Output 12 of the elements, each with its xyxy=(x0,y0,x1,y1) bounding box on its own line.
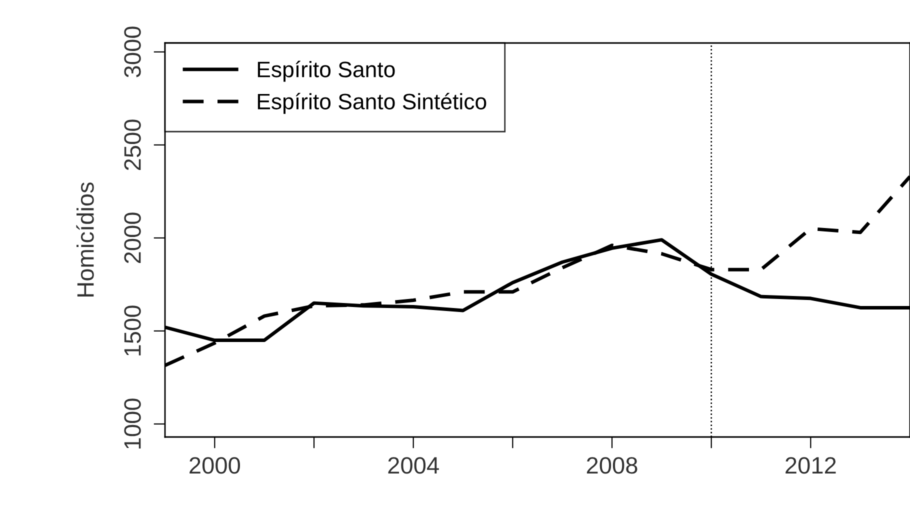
legend-label: Espírito Santo xyxy=(258,60,395,82)
y-tick-label: 2000 xyxy=(124,212,141,264)
y-tick-label: 1000 xyxy=(124,398,141,448)
y-tick-label: 2500 xyxy=(124,120,141,170)
y-tick-label: 1500 xyxy=(124,306,141,356)
legend-label: Espírito Santo Sintético xyxy=(258,92,486,114)
y-tick-label: 3000 xyxy=(124,26,141,78)
x-tick-label: 2004 xyxy=(388,457,439,474)
y-axis-title: Homicídios xyxy=(76,182,94,296)
x-tick-label: 2008 xyxy=(586,457,638,474)
x-tick-label: 2000 xyxy=(190,457,240,474)
x-tick-label: 2012 xyxy=(786,457,836,474)
